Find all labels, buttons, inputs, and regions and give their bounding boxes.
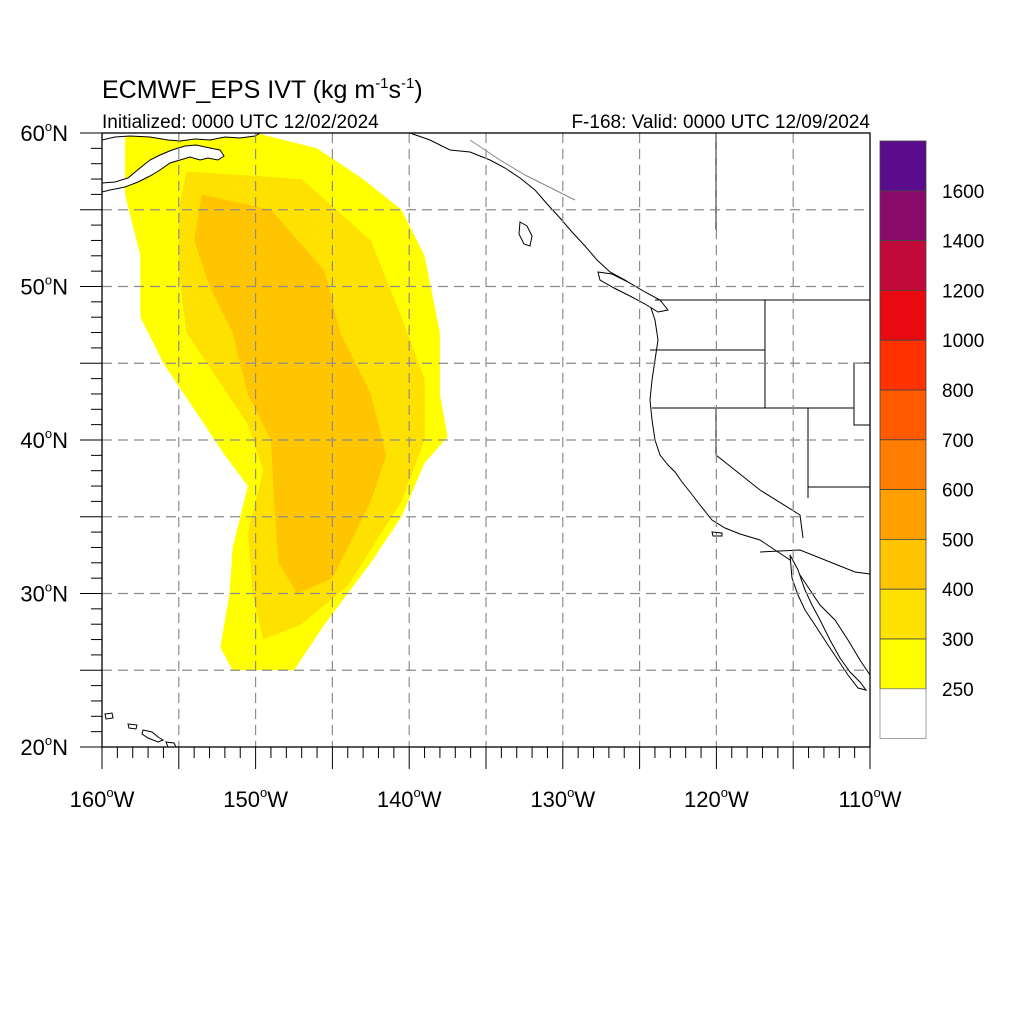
colorbar: 1600 1400 1200 1000 800 700 600 500 400 300 250: [879, 140, 984, 739]
lat-label: 30oN: [20, 580, 68, 607]
colorbar-label: 700: [942, 431, 974, 452]
colorbar-label: 400: [942, 580, 974, 601]
coastlines: [102, 133, 870, 747]
colorbar-label: 1200: [942, 281, 984, 302]
colorbar-bin: [879, 638, 927, 690]
lat-label: 40oN: [20, 426, 68, 453]
lon-label: 130oW: [530, 785, 595, 812]
ivt-contour-400: [194, 194, 387, 594]
valid-time-label: F-168: Valid: 0000 UTC 12/09/2024: [571, 112, 870, 133]
colorbar-label: 600: [942, 481, 974, 502]
colorbar-bin: [879, 240, 927, 291]
colorbar-label: 1400: [942, 232, 984, 253]
lat-label: 50oN: [20, 273, 68, 300]
colorbar-bin: [879, 339, 927, 391]
init-time-label: Initialized: 0000 UTC 12/02/2024: [102, 112, 379, 133]
graticule: [102, 133, 870, 747]
colorbar-label: 300: [942, 630, 974, 651]
colorbar-label: 1600: [942, 182, 984, 203]
lon-label: 110oW: [838, 785, 901, 812]
lon-label: 160oW: [70, 785, 135, 812]
colorbar-label: 800: [942, 381, 974, 402]
lon-label: 150oW: [223, 785, 288, 812]
colorbar-bin: [879, 439, 927, 490]
colorbar-bin: [879, 389, 927, 441]
colorbar-bin: [879, 688, 927, 739]
canada-us-border-gray: [469, 139, 576, 201]
lat-label: 20oN: [20, 733, 68, 760]
colorbar-bin: [879, 489, 927, 540]
colorbar-bin: [879, 190, 927, 242]
ivt-shading: [125, 133, 448, 671]
axis-ticks: [80, 132, 871, 769]
lat-label: 60oN: [20, 119, 68, 146]
colorbar-label: 1000: [942, 331, 984, 352]
colorbar-label: 500: [942, 530, 974, 551]
colorbar-bin: [879, 588, 927, 640]
colorbar-bin: [879, 539, 927, 590]
colorbar-label: 250: [942, 680, 974, 701]
lon-label: 120oW: [684, 785, 749, 812]
plot-title: ECMWF_EPS IVT (kg m-1s-1): [102, 75, 423, 104]
lon-label: 140oW: [377, 785, 442, 812]
colorbar-bin: [879, 289, 927, 341]
colorbar-bin: [879, 140, 927, 192]
